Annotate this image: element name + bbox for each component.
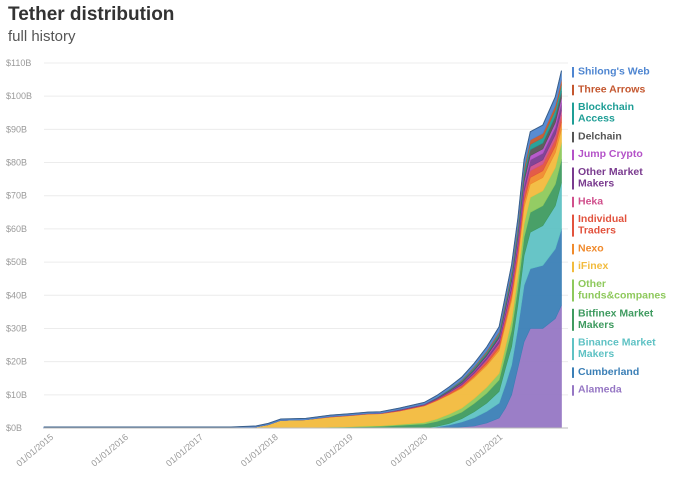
legend-item-blockchain-access: Blockchain Access <box>578 101 634 125</box>
legend-item-ifinex: iFinex <box>578 260 609 272</box>
x-tick-label: 01/01/2021 <box>463 432 504 469</box>
legend-item-binance-market-makers: Binance Market Makers <box>578 337 656 361</box>
legend-layer: Shilong's Web Three Arrows Blockchain Acces… <box>572 66 666 396</box>
legend-item-heka: Heka <box>578 195 603 207</box>
x-tick-label: 01/01/2015 <box>14 432 55 469</box>
y-tick-label: $50B <box>6 257 27 267</box>
y-tick-label: $90B <box>6 124 27 134</box>
legend-item-jump-crypto: Jump Crypto <box>578 148 643 160</box>
y-tick-label: $60B <box>6 224 27 234</box>
y-tick-label: $70B <box>6 191 27 201</box>
x-tick-label: 01/01/2018 <box>239 432 280 469</box>
x-tick-label: 01/01/2016 <box>89 432 130 469</box>
y-tick-label: $30B <box>6 323 27 333</box>
total-outline <box>43 70 562 428</box>
legend-item-bitfinex-market-makers: Bitfinex Market Makers <box>578 307 654 331</box>
y-tick-label: $0B <box>6 423 22 433</box>
legend-item-delchain: Delchain <box>578 130 622 142</box>
legend-item-nexo: Nexo <box>578 242 604 254</box>
legend-item-shilong-s-web: Shilong's Web <box>578 66 650 78</box>
area-layer <box>43 70 562 429</box>
legend-item-alameda: Alameda <box>578 384 622 396</box>
y-tick-label: $40B <box>6 290 27 300</box>
legend-item-three-arrows: Three Arrows <box>578 83 645 95</box>
y-tick-label: $110B <box>6 58 31 68</box>
chart-title: Tether distribution <box>8 4 175 25</box>
x-tick-label: 01/01/2020 <box>389 432 430 469</box>
legend-item-cumberland: Cumberland <box>578 366 639 378</box>
area-series-ifinex <box>43 129 562 429</box>
y-tick-label: $80B <box>6 158 27 168</box>
legend-item-other-funds-companes: Other funds&companes <box>578 278 666 302</box>
legend-item-individual-traders: Individual Traders <box>578 213 627 237</box>
y-tick-label: $100B <box>6 91 32 101</box>
y-tick-label: $10B <box>6 390 27 400</box>
x-tick-label: 01/01/2017 <box>164 432 205 469</box>
legend-item-other-market-makers: Other Market Makers <box>578 166 643 190</box>
y-tick-label: $20B <box>6 357 27 367</box>
x-tick-label: 01/01/2019 <box>314 432 355 469</box>
chart-subtitle: full history <box>8 28 76 45</box>
